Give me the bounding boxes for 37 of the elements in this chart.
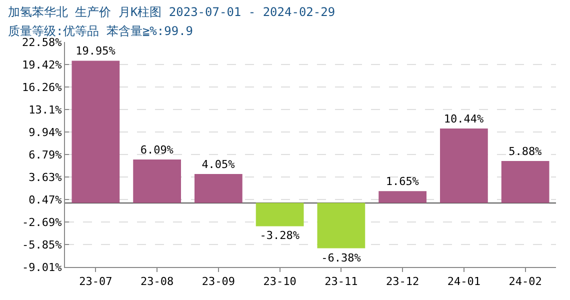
data-label: -3.28% [260,229,300,242]
data-label: 5.88% [508,144,542,158]
data-label: -6.38% [321,251,362,264]
y-tick-label: 22.58% [22,36,62,49]
y-tick-label: -9.01% [22,260,62,274]
y-tick-label: 13.1% [28,103,62,116]
bar [317,202,366,248]
bar [72,60,120,203]
chart-subtitle: 质量等级:优等品 苯含量≧%:99.9 [8,24,194,38]
x-tick-label: 23-08 [140,275,174,288]
data-label: 19.95% [76,44,116,58]
bar [501,160,550,203]
y-tick-label: -5.85% [22,238,62,252]
bar [133,159,181,203]
data-label: 10.44% [444,112,484,126]
x-tick-label: 23-10 [263,275,296,288]
y-tick-label: 0.47% [28,193,62,206]
data-label: 6.09% [140,143,174,156]
bar [440,128,488,203]
data-label: 1.65% [386,175,420,188]
x-tick-label: 24-01 [447,275,481,288]
y-tick-label: 9.94% [28,126,62,139]
x-tick-label: 23-11 [324,275,358,288]
data-label: 4.05% [202,158,236,171]
x-tick-label: 23-07 [79,275,112,288]
bar [256,202,304,226]
bar [194,174,242,203]
bar [378,191,426,203]
y-tick-label: -2.69% [22,216,62,229]
y-tick-label: 19.42% [22,58,62,72]
y-tick-label: 16.26% [22,80,62,94]
chart-title: 加氢苯华北 生产价 月K柱图 2023-07-01 - 2024-02-29 [8,5,336,19]
y-tick-label: 3.63% [28,170,62,184]
x-tick-label: 23-09 [202,275,236,288]
x-tick-label: 24-02 [508,275,542,288]
y-tick-label: 6.79% [28,148,62,162]
x-tick-label: 23-12 [386,275,420,288]
